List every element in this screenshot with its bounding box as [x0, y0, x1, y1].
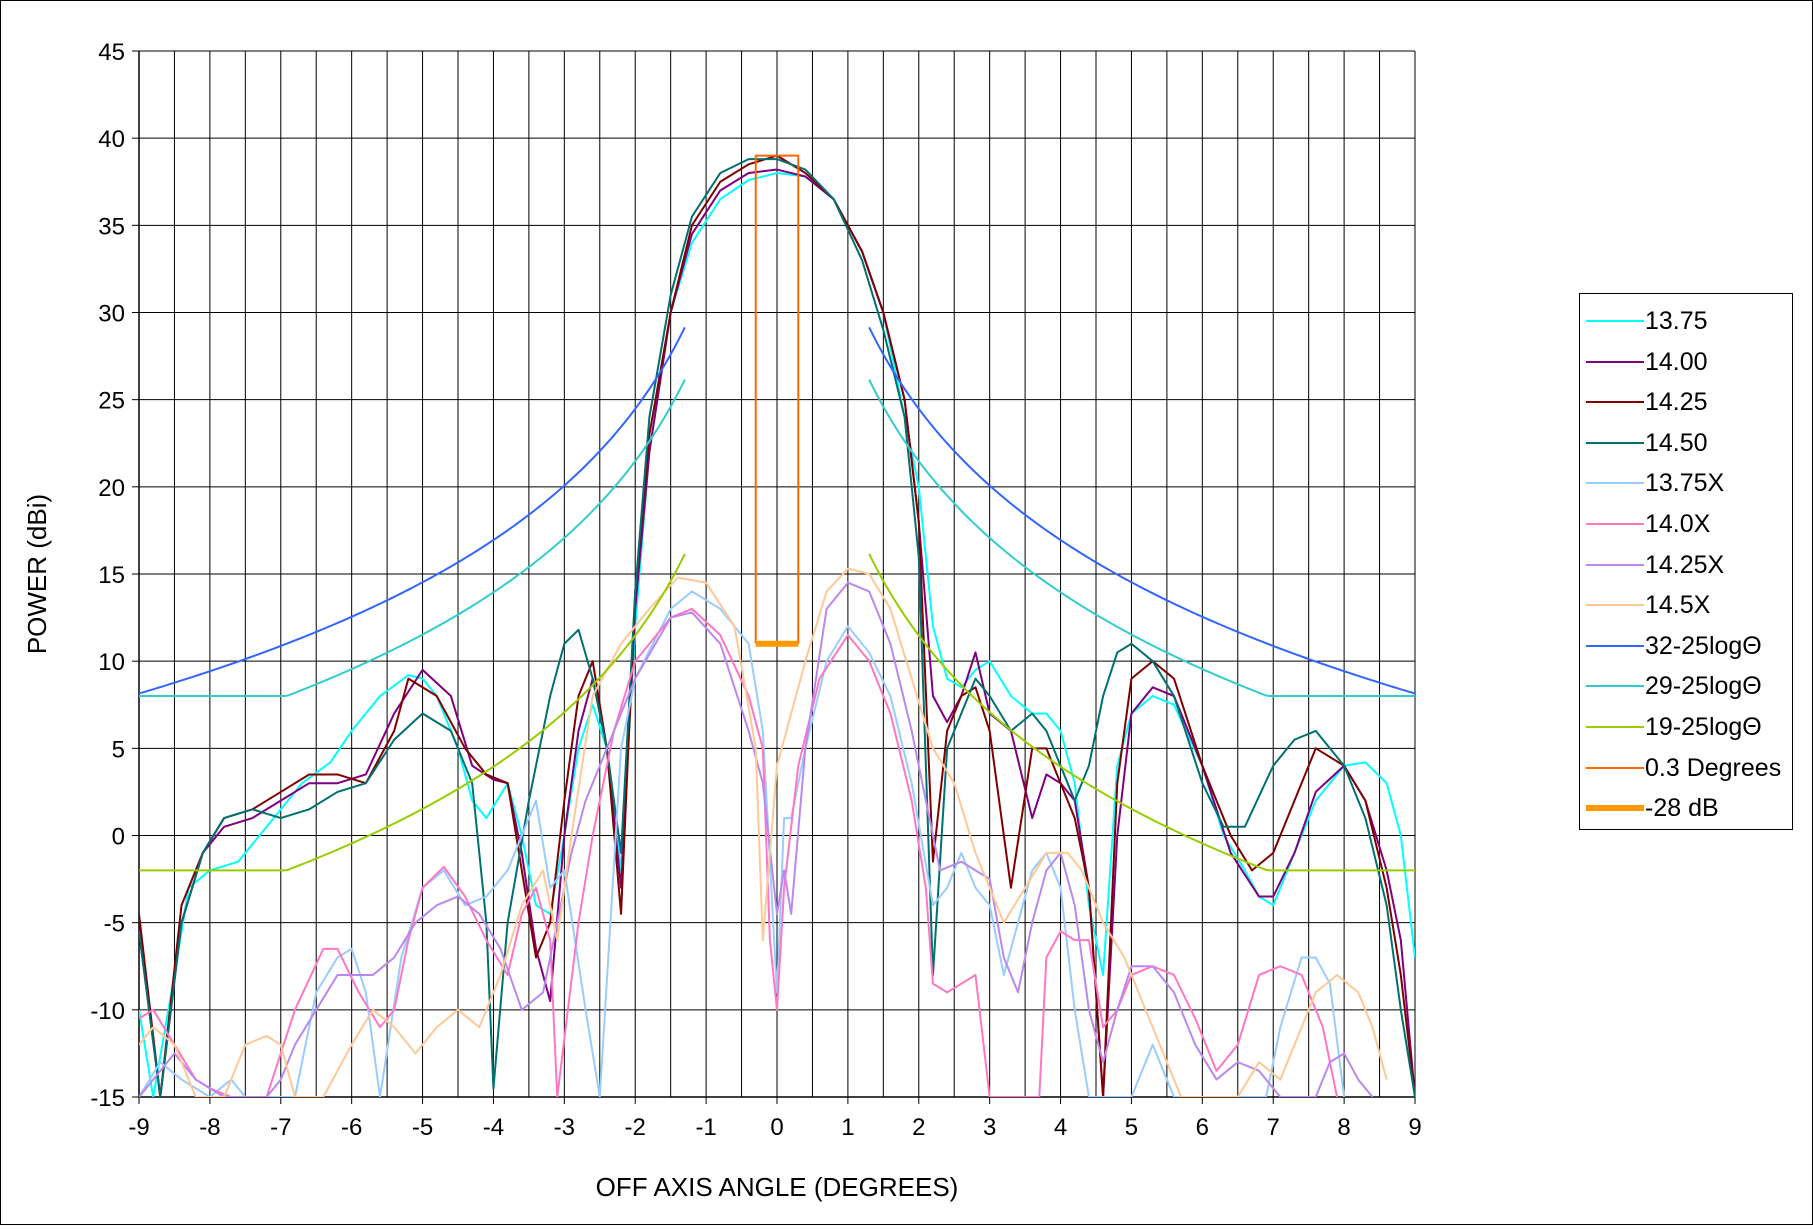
legend-swatch	[1586, 482, 1644, 485]
x-tick-label: 5	[1125, 1114, 1138, 1141]
x-tick-label: -3	[554, 1114, 575, 1141]
legend-label: 14.25	[1645, 388, 1708, 417]
x-tick-label: -5	[412, 1114, 433, 1141]
series-8-line	[139, 326, 686, 695]
legend-label: 13.75	[1645, 307, 1708, 335]
legend-swatch	[1586, 523, 1644, 525]
legend-label: 14.00	[1645, 347, 1708, 376]
legend-label: 14.50	[1645, 428, 1708, 457]
x-tick-label: -2	[625, 1114, 646, 1141]
legend-label: 14.5X	[1645, 591, 1711, 620]
legend-swatch	[1586, 685, 1644, 688]
series-10-line	[868, 553, 1415, 872]
series-9-line	[139, 379, 686, 698]
legend-item: 14.25X	[1580, 544, 1794, 585]
y-tick-label: 45	[98, 39, 125, 66]
legend-swatch	[1586, 726, 1644, 728]
x-tick-label: -6	[341, 1114, 362, 1141]
series-10-line	[139, 553, 686, 872]
legend-swatch	[1586, 805, 1644, 812]
x-tick-label: 9	[1408, 1114, 1421, 1141]
legend-swatch	[1586, 644, 1644, 647]
series-1-line	[139, 168, 1415, 1097]
legend-item: 14.25	[1580, 381, 1794, 422]
series-7-line	[139, 567, 1388, 1097]
legend-swatch	[1586, 604, 1644, 607]
legend-swatch	[1586, 563, 1644, 566]
y-tick-label: 25	[98, 388, 125, 415]
x-tick-label: 3	[983, 1114, 996, 1141]
x-tick-label: 0	[770, 1114, 783, 1141]
y-tick-label: 10	[98, 649, 125, 676]
legend-label: 32-25logΘ	[1645, 631, 1762, 660]
legend-label: 29-25logΘ	[1645, 672, 1762, 701]
legend-item: 13.75	[1580, 300, 1794, 341]
legend-label: 13.75X	[1645, 469, 1725, 498]
legend-swatch	[1586, 360, 1644, 363]
legend-item: 0.3 Degrees	[1580, 747, 1794, 788]
x-tick-label: -1	[695, 1114, 716, 1141]
x-tick-label: 4	[1054, 1114, 1067, 1141]
series-3-line	[139, 158, 1415, 1097]
legend-item: 14.00	[1580, 341, 1794, 382]
x-tick-label: -9	[128, 1114, 149, 1141]
legend-swatch	[1586, 320, 1644, 322]
x-tick-label: 7	[1267, 1114, 1280, 1141]
legend: 13.75 14.00 14.25 14.50 13.75X 14.0X 14.25X 14.…	[1579, 293, 1793, 830]
x-tick-label: 2	[912, 1114, 925, 1141]
legend-item: 14.0X	[1580, 503, 1794, 544]
series-11-line	[754, 154, 800, 644]
x-axis-label: OFF AXIS ANGLE (DEGREES)	[596, 1172, 959, 1202]
x-tick-label: -8	[199, 1114, 220, 1141]
series-4-line	[139, 590, 1346, 1097]
x-tick-label: 1	[841, 1114, 854, 1141]
y-tick-label: 40	[98, 126, 125, 153]
y-tick-label: -15	[90, 1085, 125, 1112]
y-axis-label: POWER (dBi)	[22, 494, 52, 654]
series-6-line	[139, 581, 1374, 1097]
legend-item: 14.50	[1580, 422, 1794, 463]
y-tick-label: -10	[90, 998, 125, 1025]
y-tick-label: 5	[112, 736, 125, 763]
legend-label: -28 dB	[1645, 794, 1719, 823]
y-tick-label: 20	[98, 475, 125, 502]
legend-item: 19-25logΘ	[1580, 706, 1794, 747]
x-tick-label: -4	[483, 1114, 504, 1141]
x-tick-label: -7	[270, 1114, 291, 1141]
y-tick-label: 15	[98, 562, 125, 589]
legend-item: 13.75X	[1580, 462, 1794, 503]
y-tick-label: 30	[98, 301, 125, 328]
legend-label: 0.3 Degrees	[1645, 753, 1782, 782]
y-tick-label: 35	[98, 213, 125, 240]
x-tick-label: 6	[1196, 1114, 1209, 1141]
series-8-line	[868, 326, 1415, 695]
legend-item: -28 dB	[1580, 787, 1794, 828]
legend-swatch	[1586, 401, 1644, 404]
legend-item: 14.5X	[1580, 584, 1794, 625]
legend-swatch	[1586, 766, 1644, 769]
y-tick-label: 0	[112, 824, 125, 851]
legend-swatch	[1586, 441, 1644, 444]
x-tick-label: 8	[1337, 1114, 1350, 1141]
legend-item: 29-25logΘ	[1580, 665, 1794, 706]
legend-label: 14.0X	[1645, 510, 1711, 538]
legend-label: 14.25X	[1645, 550, 1725, 579]
y-tick-label: -5	[104, 911, 125, 938]
legend-label: 19-25logΘ	[1645, 713, 1762, 741]
series-2-line	[139, 154, 1415, 1097]
series-9-line	[868, 379, 1415, 698]
legend-item: 32-25logΘ	[1580, 625, 1794, 666]
